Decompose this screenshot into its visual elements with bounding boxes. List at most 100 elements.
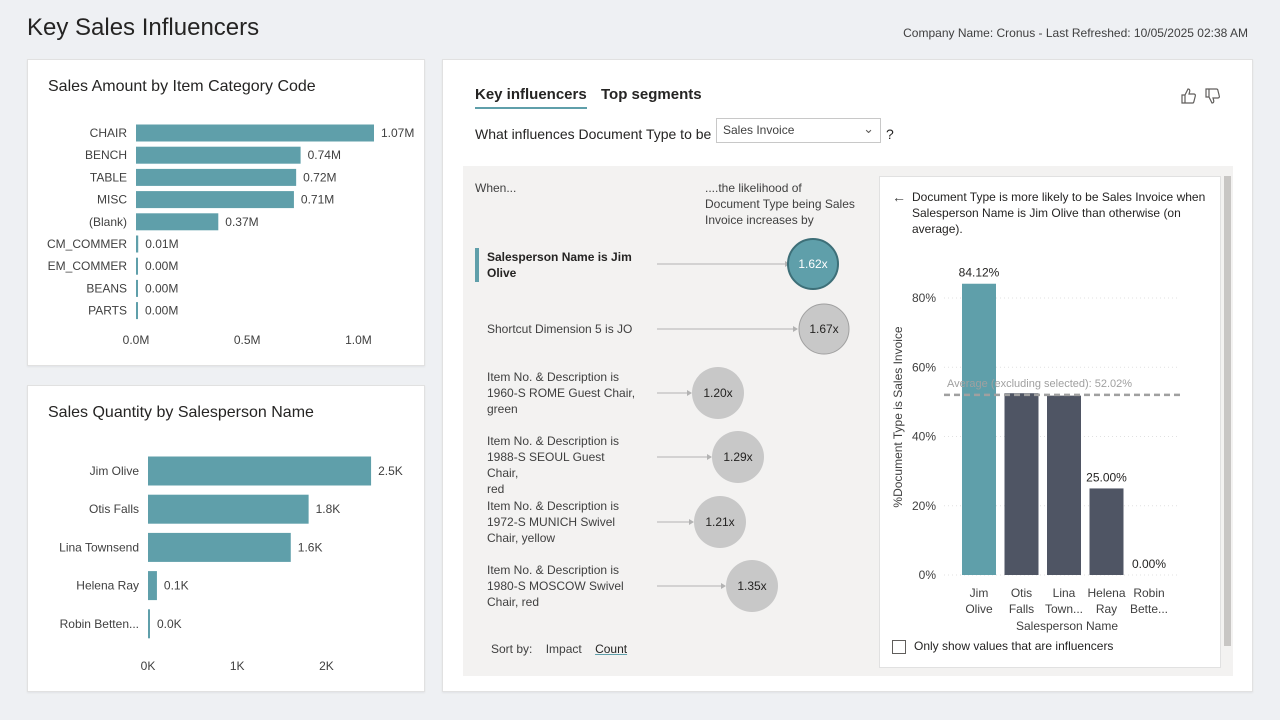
- tab-top-segments[interactable]: Top segments: [601, 86, 702, 103]
- data-label: 0.00M: [145, 304, 178, 318]
- sort-control: Sort by: Impact Count: [491, 642, 627, 656]
- category-label: CHAIR: [90, 126, 128, 140]
- bubble-value: 1.62x: [798, 257, 827, 271]
- influencer-label[interactable]: Item No. & Description is 1972-S MUNICH …: [487, 498, 637, 546]
- bar: [962, 283, 996, 575]
- bubble-value: 1.20x: [703, 386, 732, 400]
- card-title: Sales Quantity by Salesperson Name: [48, 404, 314, 421]
- bar: [136, 279, 138, 297]
- sales-quantity-chart: Jim Olive 2.5K Otis Falls 1.8K Lina Townsend…: [59, 456, 403, 673]
- sales-amount-chart: CHAIR 1.07M BENCH 0.74M TABLE 0.72M MISC 0.71M (…: [47, 124, 414, 347]
- selected-indicator: [475, 248, 479, 282]
- influencer-filter-checkbox[interactable]: Only show values that are influencers: [892, 639, 1113, 654]
- influencer-bubble[interactable]: [712, 431, 764, 483]
- bar: [1089, 488, 1124, 575]
- data-label: 0.00M: [145, 281, 178, 295]
- col-likelihood-line: Invoice increases by: [705, 213, 814, 227]
- x-tick-label: Otis: [1011, 586, 1032, 600]
- influencer-bubble[interactable]: [726, 560, 778, 612]
- influencer-label[interactable]: Item No. & Description is 1960-S ROME Gu…: [487, 369, 637, 417]
- influencer-label[interactable]: Item No. & Description is 1988-S SEOUL G…: [487, 433, 637, 497]
- data-label: 1.07M: [381, 126, 414, 140]
- category-label: BEANS: [86, 281, 127, 295]
- influencer-label[interactable]: Salesperson Name is Jim Olive: [487, 249, 637, 281]
- influencer-bubble[interactable]: [694, 496, 746, 548]
- bar: [148, 609, 150, 639]
- influencer-line: Item No. & Description is: [487, 563, 620, 577]
- x-tick-label: 0.0M: [123, 333, 150, 347]
- bar: [136, 235, 139, 253]
- data-label: 84.12%: [959, 266, 1000, 280]
- bar: [148, 494, 309, 524]
- x-tick-label: Robin: [1133, 586, 1164, 600]
- influencer-detail-panel: ← Document Type is more likely to be Sal…: [879, 176, 1221, 668]
- category-label: Helena Ray: [76, 579, 139, 593]
- data-label: 0.0K: [157, 617, 182, 631]
- influencer-bubble[interactable]: [692, 367, 744, 419]
- y-tick-label: 40%: [912, 430, 936, 444]
- x-tick-label: Falls: [1009, 602, 1034, 616]
- bar: [148, 456, 372, 486]
- influencer-line: Salesperson Name is Jim: [487, 250, 632, 264]
- sort-count[interactable]: Count: [595, 642, 628, 656]
- bar: [136, 213, 219, 231]
- bar: [136, 302, 138, 320]
- chevron-down-icon: ⌄: [863, 121, 874, 136]
- checkbox-box[interactable]: [892, 639, 906, 654]
- influencer-label[interactable]: Item No. & Description is 1980-S MOSCOW …: [487, 562, 637, 610]
- bubble-value: 1.29x: [723, 450, 752, 464]
- x-tick-label: Lina: [1053, 586, 1076, 600]
- x-tick-label: 2K: [319, 659, 334, 673]
- influencer-line: Item No. & Description is: [487, 370, 620, 384]
- data-label: 2.5K: [378, 464, 403, 478]
- category-label: CM_COMMER: [47, 237, 127, 251]
- card-title: Sales Amount by Item Category Code: [48, 78, 316, 95]
- influencer-bubble[interactable]: [798, 303, 850, 355]
- col-likelihood-line: ....the likelihood of: [705, 181, 802, 195]
- influencer-label[interactable]: Shortcut Dimension 5 is JO: [487, 321, 637, 337]
- sort-impact[interactable]: Impact: [545, 642, 582, 656]
- influencer-line: 1972-S MUNICH Swivel: [487, 515, 616, 529]
- sort-label: Sort by:: [491, 642, 533, 656]
- influencer-question: What influences Document Type to be: [475, 126, 712, 142]
- x-tick-label: 0K: [141, 659, 156, 673]
- scrollbar[interactable]: [1224, 176, 1231, 646]
- x-tick-label: Ray: [1096, 602, 1117, 616]
- influencer-line: green: [487, 402, 518, 416]
- sales-amount-card: Sales Amount by Item Category Code CHAIR…: [27, 59, 425, 366]
- x-tick-label: Bette...: [1130, 602, 1168, 616]
- arrow-head: [689, 519, 694, 525]
- category-label: TABLE: [90, 170, 127, 184]
- influencer-line: Item No. & Description is: [487, 499, 620, 513]
- x-tick-label: 0.5M: [234, 333, 261, 347]
- select-value: Sales Invoice: [723, 123, 795, 137]
- influencer-line: red: [487, 482, 505, 496]
- category-label: (Blank): [89, 215, 127, 229]
- category-label: BENCH: [85, 148, 127, 162]
- x-axis-title: Salesperson Name: [1016, 619, 1118, 633]
- arrow-head: [793, 326, 798, 332]
- bubble-value: 1.21x: [705, 515, 734, 529]
- tab-key-influencers[interactable]: Key influencers: [475, 86, 587, 109]
- col-likelihood-line: Document Type being Sales: [705, 197, 855, 211]
- document-type-chart: 0% 20% 40% 60% 80% 84.12% Jim Olive Otis Falls Lin…: [891, 266, 1180, 633]
- bar: [148, 532, 291, 562]
- thumbs-up-icon[interactable]: [1179, 86, 1199, 106]
- influencer-line: 1988-S SEOUL Guest Chair,: [487, 450, 605, 480]
- influencer-bubble[interactable]: [787, 238, 839, 290]
- y-tick-label: 20%: [912, 499, 936, 513]
- data-label: 0.74M: [308, 148, 341, 162]
- checkbox-label: Only show values that are influencers: [914, 639, 1114, 653]
- category-label: Robin Betten...: [60, 617, 139, 631]
- y-axis-title: %Document Type is Sales Invoice: [891, 326, 905, 508]
- document-type-select[interactable]: Sales Invoice ⌄: [716, 118, 881, 143]
- last-refreshed: Company Name: Cronus - Last Refreshed: 1…: [903, 26, 1248, 40]
- thumbs-down-icon[interactable]: [1203, 86, 1223, 106]
- back-arrow-icon[interactable]: ←: [892, 189, 906, 205]
- influencer-line: Chair, yellow: [487, 531, 556, 545]
- col-when: When...: [475, 181, 517, 195]
- data-label: 0.1K: [164, 579, 189, 593]
- data-label: 25.00%: [1086, 470, 1127, 484]
- bar: [1004, 393, 1039, 575]
- y-tick-label: 0%: [919, 568, 937, 582]
